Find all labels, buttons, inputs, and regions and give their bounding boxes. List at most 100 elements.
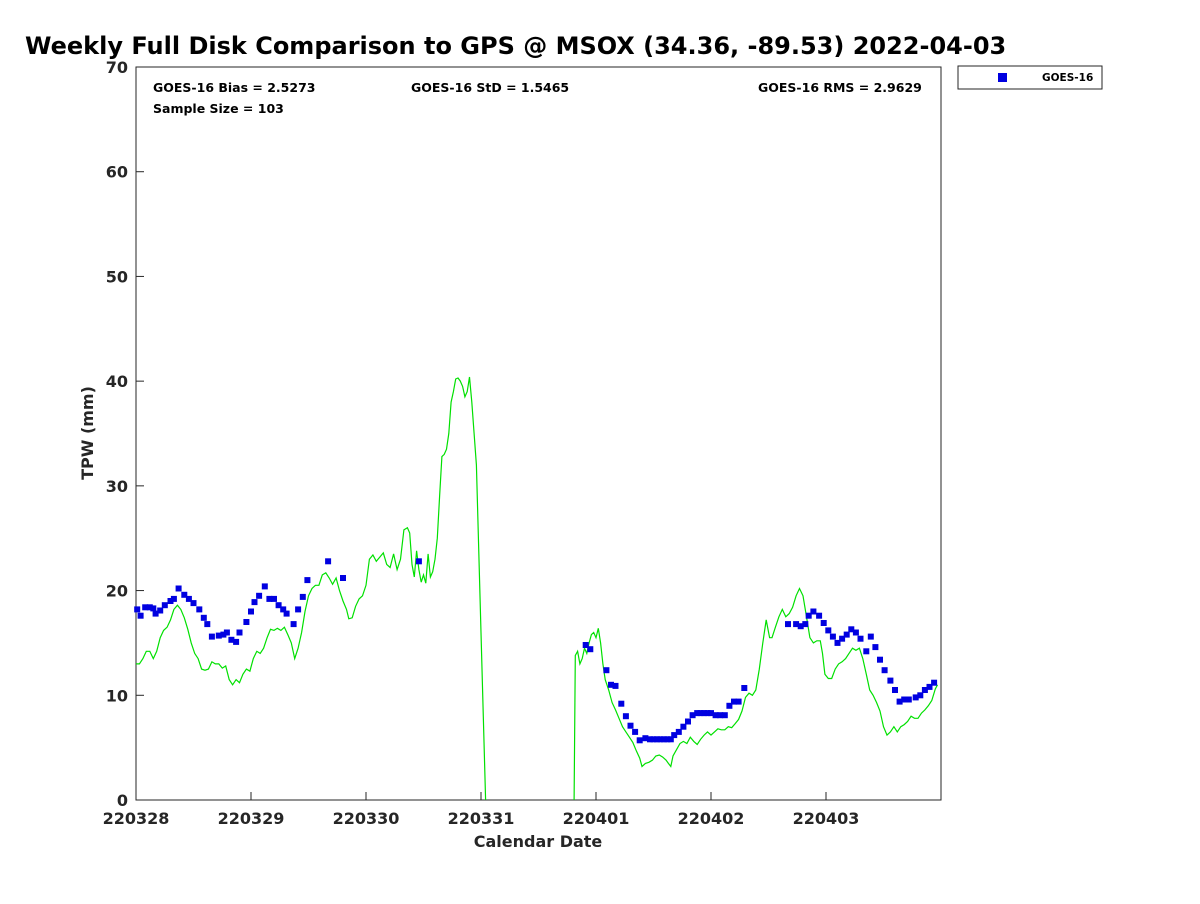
goes16-point (731, 698, 737, 705)
gps-line-segment-1 (136, 376, 487, 801)
goes16-point (325, 558, 332, 565)
goes16-point (612, 682, 619, 689)
y-tick-label: 60 (106, 163, 128, 182)
goes16-point (208, 633, 215, 640)
x-tick-label: 220331 (448, 809, 515, 828)
x-axis-label: Calendar Date (474, 832, 603, 851)
goes16-point (134, 606, 141, 613)
goes16-point (887, 677, 894, 684)
x-tick-label: 220402 (678, 809, 745, 828)
legend-label-goes16: GOES-16 (1042, 72, 1093, 84)
goes16-point (805, 612, 812, 619)
goes16-point (926, 683, 933, 690)
goes16-point (689, 712, 696, 719)
goes16-point (196, 606, 203, 613)
goes16-point (283, 610, 290, 617)
goes16-point (220, 631, 227, 638)
goes16-point (636, 737, 643, 744)
x-tick-label: 220403 (793, 809, 860, 828)
goes16-point (785, 621, 791, 628)
x-tick-label: 220328 (103, 809, 170, 828)
goes16-point (721, 712, 728, 719)
goes16-point (228, 636, 235, 643)
goes16-point (603, 667, 610, 674)
goes16-point (642, 735, 649, 742)
y-tick-label: 30 (106, 477, 128, 496)
goes16-point (863, 648, 870, 655)
goes16-point (647, 736, 653, 743)
goes16-point (161, 602, 168, 609)
goes16-point (146, 604, 153, 611)
goes16-point (685, 718, 691, 725)
goes16-point (170, 595, 177, 602)
goes16-point (917, 692, 924, 699)
goes16-point (290, 621, 297, 628)
gps-series (136, 376, 939, 801)
goes16-point (667, 736, 674, 743)
goes16-point (905, 696, 912, 703)
goes16-point (701, 710, 708, 717)
goes16-point (892, 687, 898, 693)
goes16-point (622, 713, 629, 720)
goes16-point (717, 712, 724, 719)
x-tick-label: 220330 (333, 809, 400, 828)
goes16-point (843, 631, 850, 638)
y-axis-label: TPW (mm) (78, 386, 97, 480)
goes16-point (181, 591, 188, 598)
goes16-point (680, 723, 687, 730)
goes16-point (632, 728, 639, 735)
goes16-point (852, 629, 859, 636)
goes16-point (340, 575, 346, 581)
bias-stat: GOES-16 Bias = 2.5273 (153, 80, 315, 95)
goes16-point (726, 702, 733, 709)
goes16-point (912, 694, 919, 701)
goes16-point (694, 710, 701, 717)
goes16-point (901, 696, 908, 703)
goes16-series (134, 558, 938, 744)
goes16-point (175, 585, 182, 592)
goes16-point (704, 710, 711, 717)
goes16-point (664, 736, 671, 743)
goes16-point (299, 593, 306, 600)
goes16-point (654, 736, 660, 743)
goes16-point (708, 710, 714, 717)
goes16-point (243, 619, 250, 625)
goes16-point (697, 710, 704, 717)
goes16-point (190, 600, 197, 607)
goes16-point (896, 698, 903, 705)
goes16-point (857, 635, 864, 642)
goes16-point (167, 598, 174, 604)
goes16-point (280, 606, 287, 613)
goes16-point (802, 621, 809, 628)
goes16-point (816, 612, 823, 619)
goes16-point (248, 608, 254, 615)
goes16-point (304, 577, 311, 584)
goes16-point (660, 736, 667, 743)
goes16-point (587, 646, 594, 653)
goes16-point (829, 633, 836, 640)
y-tick-label: 10 (106, 686, 128, 705)
goes16-point (142, 604, 149, 611)
goes16-point (185, 595, 192, 602)
goes16-point (618, 700, 625, 707)
goes16-point (834, 639, 841, 646)
goes16-point (735, 698, 742, 705)
x-tick-label: 220401 (563, 809, 630, 828)
goes16-point (671, 732, 678, 739)
chart-title: Weekly Full Disk Comparison to GPS @ MSO… (25, 32, 1006, 60)
y-tick-label: 50 (106, 267, 128, 286)
goes16-point (650, 736, 657, 743)
x-axis: 220328 220329 220330 220331 220401 220402 2204… (103, 792, 860, 828)
goes16-point (793, 621, 800, 628)
goes16-point (271, 595, 277, 602)
goes16-point (275, 602, 282, 609)
goes16-point (150, 605, 157, 612)
rms-stat: GOES-16 RMS = 2.9629 (758, 80, 922, 95)
y-tick-label: 70 (106, 58, 128, 77)
goes16-point (657, 736, 664, 743)
goes16-point (582, 642, 589, 648)
goes16-point (223, 629, 230, 636)
goes16-point (881, 667, 888, 674)
